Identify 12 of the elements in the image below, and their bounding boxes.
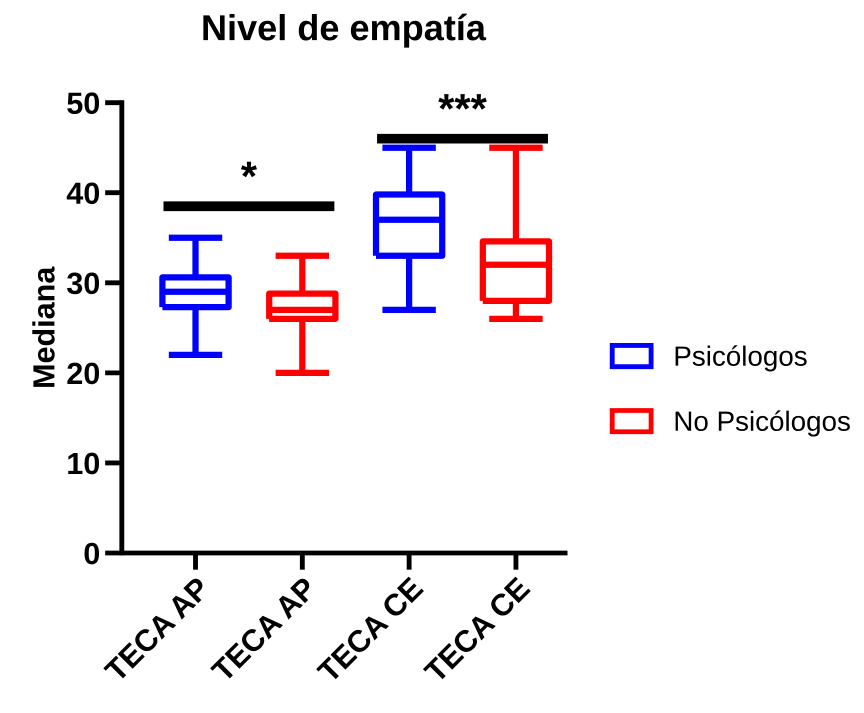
y-tick-label: 0 bbox=[84, 542, 100, 564]
y-tick-label: 50 bbox=[67, 92, 100, 114]
y-tick-label: 20 bbox=[67, 362, 100, 384]
y-tick-label: 10 bbox=[68, 452, 100, 474]
annotation: *** bbox=[438, 94, 487, 110]
annotation: * bbox=[240, 162, 257, 178]
chart-title: Nivel de empatía bbox=[203, 14, 486, 48]
y-tick-label: 30 bbox=[67, 272, 100, 294]
y-axis-title: Mediana bbox=[32, 266, 55, 387]
y-tick-label: 40 bbox=[66, 182, 100, 204]
legend-label: No Psicólogos bbox=[676, 410, 850, 437]
legend-label: Psicólogos bbox=[676, 345, 807, 372]
